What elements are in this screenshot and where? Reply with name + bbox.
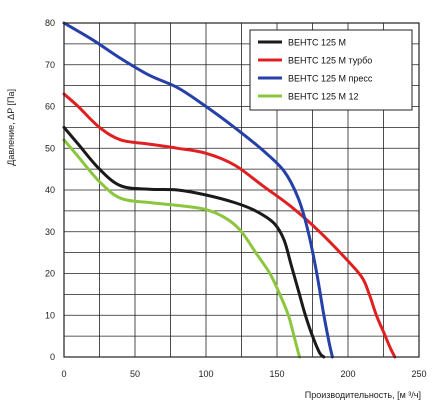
y-tick-label: 50: [45, 143, 55, 153]
plot-frame: [63, 22, 420, 358]
legend-entry-label: ВЕНТС 125 М 12: [288, 92, 359, 102]
y-tick-label: 10: [45, 310, 55, 320]
y-tick-label: 60: [45, 102, 55, 112]
y-tick-label: 40: [45, 185, 55, 195]
series-line-vents-125-m-turbo: [62, 92, 397, 359]
x-tick-label: 0: [61, 369, 66, 379]
legend: ВЕНТС 125 М ВЕНТС 125 М турбо ВЕНТС 125 М …: [249, 29, 413, 111]
x-tick-label: 250: [411, 369, 426, 379]
y-tick-label: 80: [45, 18, 55, 28]
legend-entry-label: ВЕНТС 125 М пресс: [288, 74, 373, 84]
y-tick-label: 0: [50, 352, 55, 362]
curves: [62, 21, 397, 359]
series-line-vents-125-m-press: [62, 21, 334, 359]
legend-entry-label: ВЕНТС 125 М турбо: [288, 56, 372, 66]
y-axis-label: Давление, ΔP [Па]: [6, 89, 16, 166]
x-tick-label: 50: [130, 369, 140, 379]
y-tick-label: 20: [45, 269, 55, 279]
y-tick-label: 70: [45, 60, 55, 70]
tick-labels: 0 50 100 150 200 250 0 10 20 30 40 50 60 70 80: [45, 18, 427, 379]
x-tick-label: 200: [340, 369, 355, 379]
x-axis-label: Производительность, [м ³/ч]: [305, 390, 421, 400]
series-line-vents-125-m: [62, 125, 326, 359]
legend-entry-label: ВЕНТС 125 М: [288, 38, 346, 48]
x-tick-label: 150: [269, 369, 284, 379]
y-tick-label: 30: [45, 227, 55, 237]
x-tick-label: 100: [198, 369, 213, 379]
series-line-vents-125-m-12: [62, 138, 302, 359]
